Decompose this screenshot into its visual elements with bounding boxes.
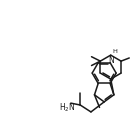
Text: N: N [108, 56, 114, 65]
Text: H: H [112, 49, 117, 54]
Text: H$_2$N: H$_2$N [59, 101, 75, 114]
